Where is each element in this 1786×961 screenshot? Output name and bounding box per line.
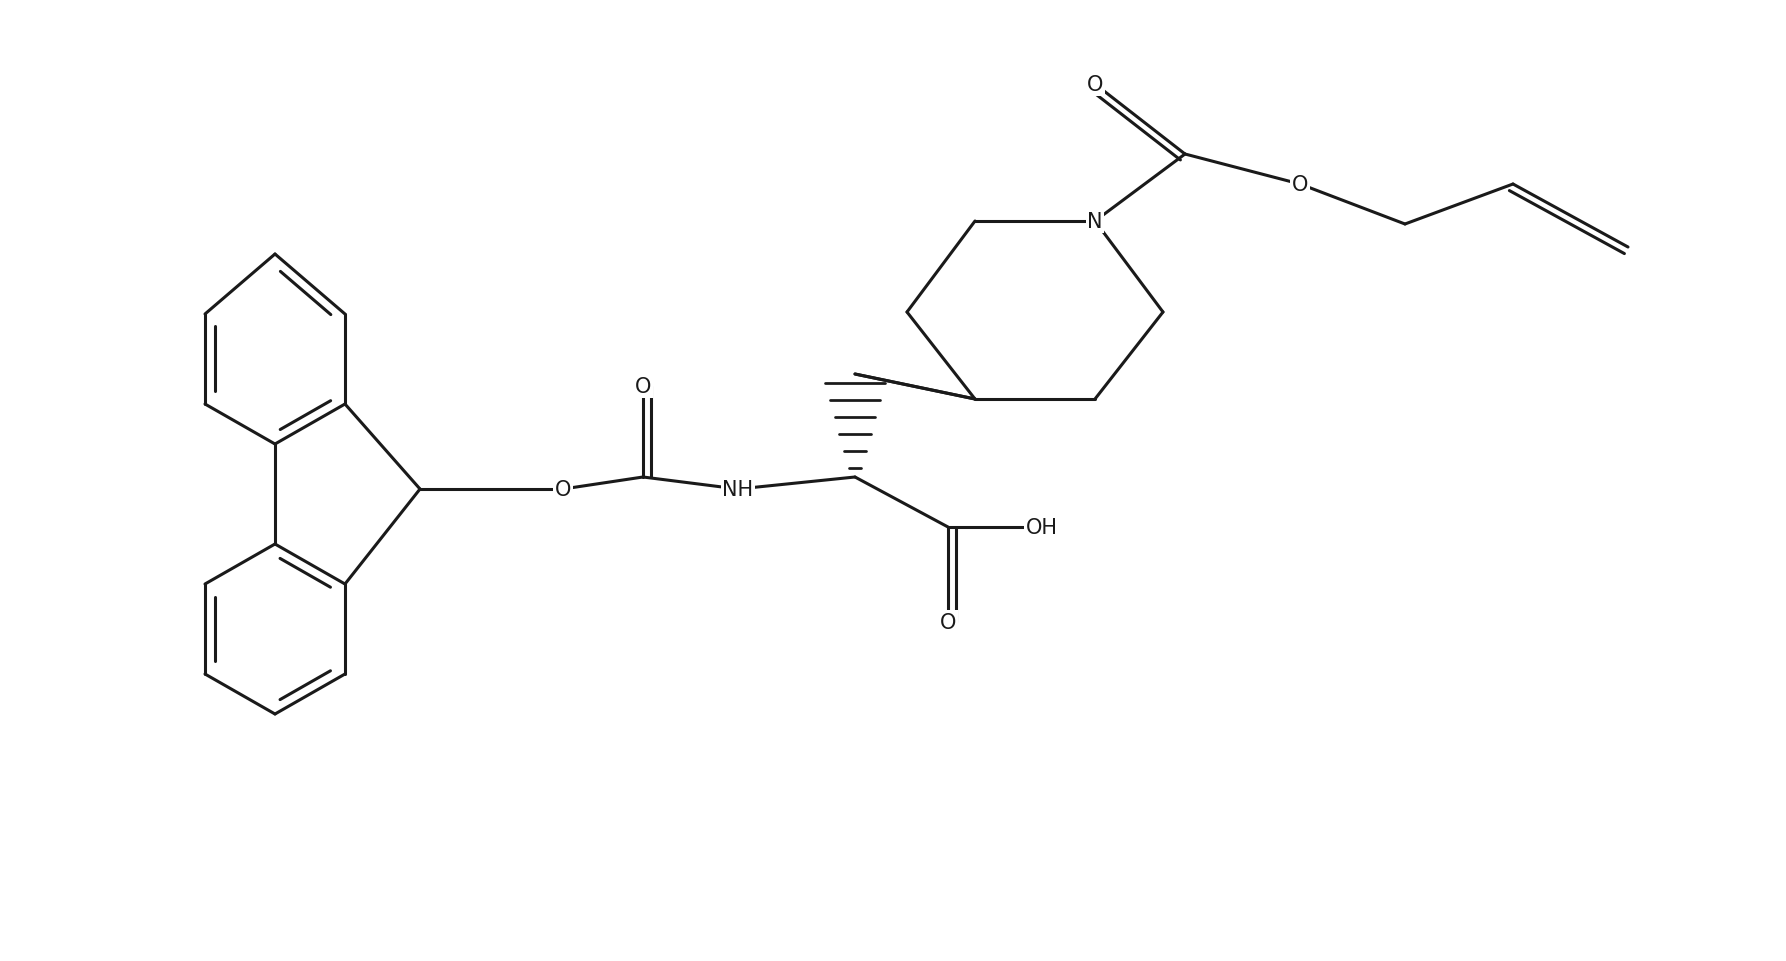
- Text: NH: NH: [723, 480, 754, 500]
- Text: O: O: [634, 377, 652, 397]
- Text: O: O: [1291, 175, 1307, 195]
- Text: O: O: [1088, 75, 1104, 95]
- Text: O: O: [555, 480, 572, 500]
- Text: O: O: [939, 612, 956, 632]
- Text: OH: OH: [1025, 517, 1057, 537]
- Text: N: N: [1088, 211, 1102, 232]
